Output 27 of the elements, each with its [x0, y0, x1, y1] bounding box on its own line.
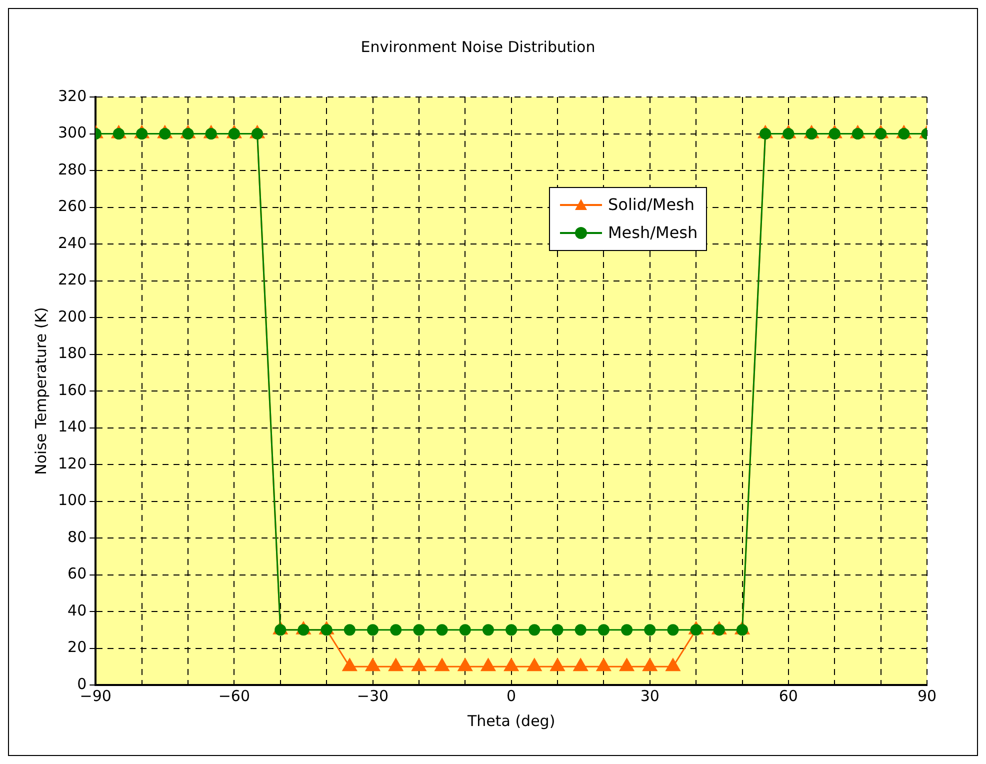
y-tick-label: 100 — [58, 491, 87, 510]
y-tick-label: 260 — [58, 197, 87, 216]
y-tick-label: 120 — [58, 454, 87, 472]
y-tick-label: 220 — [58, 270, 87, 289]
y-tick-label: 240 — [58, 234, 87, 252]
y-tick-label: 300 — [58, 124, 87, 142]
x-tick-label: −30 — [356, 686, 389, 705]
y-tick-label: 140 — [58, 418, 87, 436]
x-tick-label: 30 — [640, 686, 660, 705]
y-tick-label: 20 — [68, 638, 87, 656]
x-tick-label: 60 — [778, 686, 798, 705]
y-axis-title: Noise Temperature (K) — [32, 307, 50, 475]
x-axis-title: Theta (deg) — [466, 712, 556, 730]
y-tick-label: 180 — [58, 344, 87, 362]
y-tick-label: 280 — [58, 160, 87, 178]
y-tick-label: 160 — [58, 380, 87, 399]
legend-label: Solid/Mesh — [608, 194, 695, 216]
chart-title: Environment Noise Distribution — [360, 38, 596, 56]
legend-label: Mesh/Mesh — [608, 222, 698, 244]
x-tick-label: −60 — [218, 686, 250, 705]
y-tick-label: 40 — [68, 601, 87, 620]
y-tick-label: 200 — [58, 307, 87, 326]
x-tick-label: 90 — [917, 686, 937, 705]
y-tick-label: 60 — [68, 564, 87, 583]
y-tick-label: 80 — [68, 528, 87, 546]
x-tick-label: 0 — [506, 686, 516, 705]
y-tick-label: 320 — [58, 86, 87, 105]
